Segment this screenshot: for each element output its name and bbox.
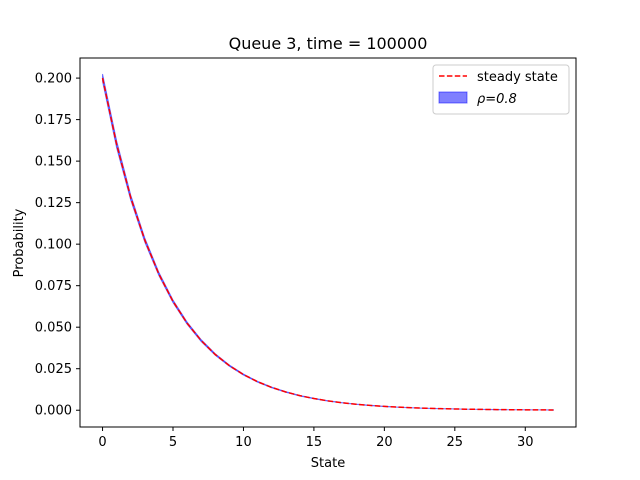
y-tick-label: 0.200 — [35, 72, 72, 87]
rho-band — [102, 73, 554, 411]
y-tick-label: 0.100 — [35, 238, 72, 253]
band-layer — [102, 73, 554, 411]
x-axis-label: State — [311, 456, 345, 471]
y-tick-label: 0.125 — [35, 196, 72, 211]
y-tick-label: 0.150 — [35, 155, 72, 170]
y-tick-label: 0.050 — [35, 321, 72, 336]
plot-area — [79, 57, 577, 428]
legend-steady-state-label: steady state — [477, 70, 558, 85]
y-tick-label: 0.025 — [35, 362, 72, 377]
y-axis-label: Probability — [12, 208, 27, 277]
x-tick-label: 30 — [517, 435, 534, 450]
x-axis: 0 5 10 15 20 25 30 — [98, 427, 534, 450]
legend-rho-swatch — [438, 91, 468, 104]
line-layer — [101, 77, 554, 411]
x-tick-label: 20 — [376, 435, 393, 450]
chart-title: Queue 3, time = 100000 — [229, 34, 428, 53]
y-tick-label: 0.000 — [35, 404, 72, 419]
steady-state-line — [101, 77, 554, 411]
legend: steady state ρ=0.8 — [432, 64, 570, 115]
x-tick-label: 15 — [306, 435, 323, 450]
y-tick-label: 0.075 — [35, 279, 72, 294]
y-tick-label: 0.175 — [35, 113, 72, 128]
x-tick-label: 25 — [447, 435, 464, 450]
x-tick-label: 0 — [98, 435, 106, 450]
x-tick-label: 10 — [235, 435, 252, 450]
x-tick-label: 5 — [169, 435, 177, 450]
plot-frame — [79, 57, 577, 428]
legend-rho-label: ρ=0.8 — [477, 92, 517, 107]
y-axis: 0.000 0.025 0.050 0.075 0.100 0.125 0.150 0.175… — [35, 72, 80, 419]
